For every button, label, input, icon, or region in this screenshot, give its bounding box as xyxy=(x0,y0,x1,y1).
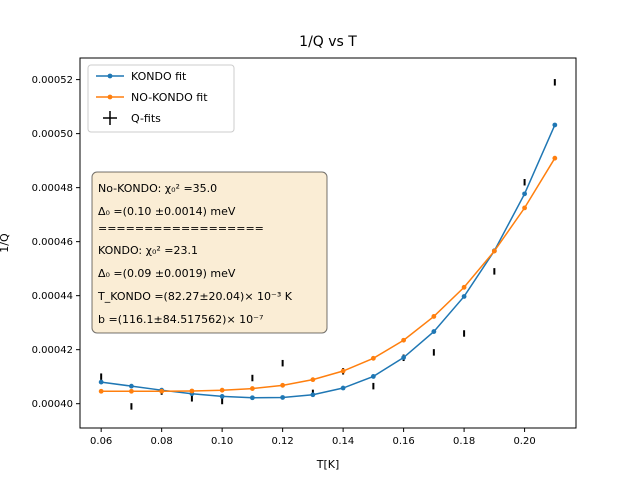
annotation-line-2: Δ₀ =(0.10 ±0.0014) meV xyxy=(98,205,236,218)
legend-nokondo-dot xyxy=(107,94,113,100)
annotation-line-4: KONDO: χ₀² =23.1 xyxy=(98,244,198,257)
series-point-kondo xyxy=(522,191,527,197)
fit-annotation: No-KONDO: χ₀² =35.0 Δ₀ =(0.10 ±0.0014) m… xyxy=(91,171,328,334)
series-point-nokondo xyxy=(280,382,286,388)
series-point-nokondo xyxy=(249,386,255,391)
series-point-kondo xyxy=(98,379,104,385)
y-axis-label: 1/Q xyxy=(0,233,11,253)
plot-frame xyxy=(79,57,577,429)
series-point-nokondo xyxy=(461,284,467,290)
annotation-line-6: T_KONDO =(82.27±20.04)× 10⁻³ K xyxy=(97,290,293,303)
y-axis: 0.00040 0.00042 0.00044 0.00046 0.00048 0.000… xyxy=(32,75,80,410)
series-point-kondo xyxy=(280,395,286,400)
series-point-kondo xyxy=(129,383,134,389)
legend: KONDO fit NO-KONDO fit Q-fits xyxy=(87,64,235,133)
series-point-kondo xyxy=(340,385,346,391)
annotation-line-3: ================== xyxy=(98,222,264,235)
y-tick-label: 0.00044 xyxy=(32,291,73,302)
series-point-nokondo xyxy=(219,387,225,393)
annotation-line-1: No-KONDO: χ₀² =35.0 xyxy=(98,182,217,195)
plot-area xyxy=(98,79,558,410)
x-axis-label: T[K] xyxy=(316,458,340,471)
series-point-kondo xyxy=(431,329,437,334)
x-tick-label: 0.18 xyxy=(453,436,475,447)
y-tick-label: 0.00048 xyxy=(32,183,73,194)
chart-title: 1/Q vs T xyxy=(299,34,357,50)
x-tick-label: 0.14 xyxy=(332,436,354,447)
series-point-nokondo xyxy=(129,388,134,394)
x-tick-label: 0.10 xyxy=(211,436,233,447)
series-point-nokondo xyxy=(552,155,558,161)
x-axis: 0.06 0.08 0.10 0.12 0.14 0.16 0.18 0.20 xyxy=(90,428,536,447)
legend-qfits-label: Q-fits xyxy=(131,112,161,125)
series-line-nokondo xyxy=(101,157,556,393)
series-point-nokondo xyxy=(401,337,407,343)
x-tick-label: 0.06 xyxy=(90,436,112,447)
series-point-nokondo xyxy=(522,205,527,211)
legend-kondo-label: KONDO fit xyxy=(131,70,187,83)
series-point-kondo xyxy=(461,294,467,299)
series-point-nokondo xyxy=(159,388,165,394)
x-tick-label: 0.12 xyxy=(272,436,294,447)
series-line-kondo xyxy=(101,124,556,399)
series-point-nokondo xyxy=(98,388,104,394)
annotation-box xyxy=(91,171,328,334)
y-tick-label: 0.00046 xyxy=(32,237,73,248)
legend-nokondo-label: NO-KONDO fit xyxy=(131,91,208,104)
series-point-nokondo xyxy=(431,314,437,319)
legend-box xyxy=(87,64,235,133)
series-point-nokondo xyxy=(189,388,195,394)
series-point-kondo xyxy=(219,394,225,399)
series-point-nokondo xyxy=(370,355,376,361)
series-point-kondo xyxy=(310,392,316,398)
y-tick-label: 0.00040 xyxy=(32,399,73,410)
annotation-line-5: Δ₀ =(0.09 ±0.0019) meV xyxy=(98,267,236,280)
x-tick-label: 0.16 xyxy=(392,436,414,447)
y-tick-label: 0.00042 xyxy=(32,345,73,356)
series-point-kondo xyxy=(370,374,376,379)
y-tick-label: 0.00052 xyxy=(32,75,73,86)
x-tick-label: 0.20 xyxy=(513,436,535,447)
annotation-line-7: b =(116.1±84.517562)× 10⁻⁷ xyxy=(98,313,263,326)
series-point-kondo xyxy=(552,122,558,128)
y-tick-label: 0.00050 xyxy=(32,129,73,140)
legend-kondo-dot xyxy=(107,73,113,79)
series-point-nokondo xyxy=(340,368,346,374)
series-point-nokondo xyxy=(310,377,316,383)
x-tick-label: 0.08 xyxy=(151,436,173,447)
series-point-kondo xyxy=(401,355,407,360)
series-point-kondo xyxy=(249,395,255,401)
series-point-nokondo xyxy=(491,248,497,254)
